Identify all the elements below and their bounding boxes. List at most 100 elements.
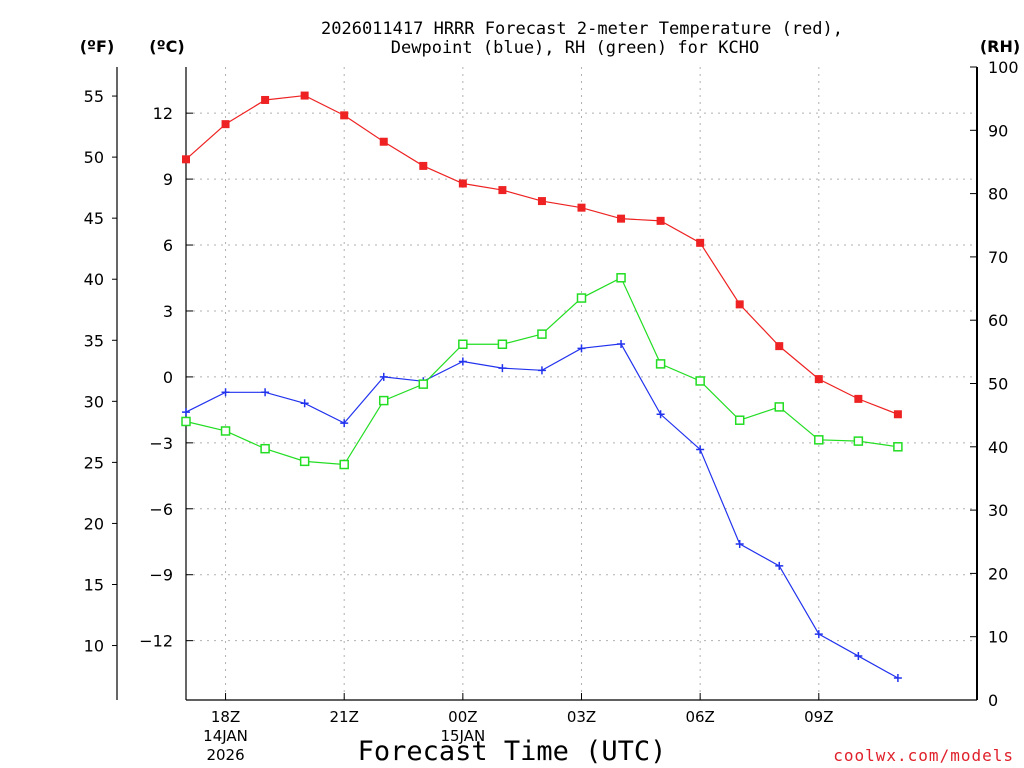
rh-tick-label: 80 — [988, 185, 1008, 204]
temperature-point — [182, 155, 190, 164]
fahrenheit-tick-label: 45 — [84, 209, 104, 228]
rh-point — [339, 459, 349, 470]
fahrenheit-tick-label: 40 — [84, 270, 104, 289]
temperature-point — [340, 111, 349, 120]
x-tick-date-label: 14JAN — [203, 727, 248, 745]
rh-tick-label: 10 — [988, 628, 1008, 647]
rh-point — [853, 436, 864, 446]
dewpoint-point — [854, 652, 863, 661]
fahrenheit-tick-label: 10 — [84, 637, 104, 656]
celsius-unit-label: (ºC) — [149, 37, 184, 56]
celsius-tick-label: −9 — [149, 566, 173, 585]
rh-series — [181, 273, 903, 470]
chart-title-line2: Dewpoint (blue), RH (green) for KCHO — [391, 38, 759, 58]
celsius-tick-label: −6 — [149, 500, 173, 519]
fahrenheit-tick-label: 55 — [84, 87, 104, 106]
dewpoint-point — [182, 408, 190, 417]
temperature-point — [696, 238, 705, 247]
fahrenheit-tick-label: 30 — [84, 392, 104, 411]
x-axis-label: Forecast Time (UTC) — [358, 736, 667, 767]
temperature-point — [537, 197, 546, 206]
fahrenheit-tick-label: 25 — [84, 453, 104, 472]
temperature-point — [814, 375, 823, 384]
dewpoint-point — [577, 344, 586, 353]
celsius-tick-label: 0 — [163, 368, 173, 387]
temperature-series — [182, 91, 902, 419]
dewpoint-point — [300, 399, 309, 408]
x-tick-label: 00Z — [448, 708, 477, 726]
celsius-tick-label: 6 — [163, 236, 173, 255]
rh-point — [616, 273, 626, 283]
temperature-point — [458, 179, 467, 188]
temperature-point — [893, 410, 902, 419]
rh-point — [537, 329, 547, 339]
temperature-point — [854, 394, 863, 403]
grid-lines — [186, 67, 977, 700]
dewpoint-point — [379, 372, 388, 381]
celsius-tick-label: 9 — [163, 170, 173, 189]
rh-point — [695, 376, 705, 386]
rh-point — [220, 426, 231, 436]
tick-labels: 129630−3−6−9−125550454035302520151010090… — [84, 58, 1019, 764]
rh-point — [497, 339, 508, 350]
rh-point — [418, 379, 429, 389]
dewpoint-point — [261, 388, 270, 397]
temperature-point — [300, 91, 309, 100]
dewpoint-point — [735, 539, 744, 548]
rh-point — [734, 415, 745, 425]
rh-tick-label: 90 — [988, 121, 1008, 140]
temperature-point — [775, 342, 784, 351]
chart-title-line1: 2026011417 HRRR Forecast 2-meter Tempera… — [321, 19, 843, 39]
dewpoint-point — [893, 674, 902, 683]
rh-point — [260, 443, 270, 454]
celsius-tick-label: 12 — [153, 104, 173, 123]
rh-point — [774, 402, 784, 412]
rh-point — [458, 339, 468, 350]
data-series — [181, 91, 903, 683]
x-tick-year-label: 2026 — [206, 746, 244, 764]
x-tick-label: 06Z — [685, 708, 714, 726]
rh-point — [379, 395, 389, 406]
rh-point — [181, 416, 191, 427]
dewpoint-point — [775, 561, 784, 570]
dewpoint-point — [498, 364, 507, 373]
x-tick-label: 21Z — [330, 708, 359, 726]
dewpoint-point — [617, 339, 626, 348]
temperature-point — [419, 161, 428, 170]
dewpoint-line — [185, 343, 899, 679]
rh-unit-label: (RH) — [980, 37, 1020, 56]
dewpoint-point — [340, 419, 349, 428]
dewpoint-point — [537, 366, 546, 375]
x-tick-label: 09Z — [804, 708, 833, 726]
dewpoint-point — [814, 630, 823, 639]
axes — [112, 66, 978, 701]
dewpoint-point — [656, 410, 665, 419]
rh-point — [655, 359, 666, 369]
temperature-point — [577, 203, 586, 212]
fahrenheit-tick-label: 50 — [84, 148, 104, 167]
celsius-tick-label: −3 — [149, 434, 173, 453]
temperature-point — [498, 186, 507, 195]
rh-tick-label: 70 — [988, 248, 1008, 267]
fahrenheit-tick-label: 20 — [84, 514, 104, 533]
celsius-tick-label: −12 — [139, 632, 173, 651]
rh-point — [893, 442, 903, 452]
fahrenheit-tick-label: 35 — [84, 331, 104, 350]
temperature-point — [221, 120, 230, 129]
temperature-point — [261, 95, 270, 104]
x-tick-label: 03Z — [567, 708, 596, 726]
fahrenheit-tick-label: 15 — [84, 575, 104, 594]
dewpoint-point — [458, 357, 467, 366]
x-tick-label: 18Z — [211, 708, 240, 726]
source-credit: coolwx.com/models — [833, 746, 1014, 765]
rh-tick-label: 100 — [988, 58, 1019, 77]
temperature-point — [735, 300, 744, 309]
fahrenheit-unit-label: (ºF) — [80, 37, 115, 56]
rh-tick-label: 60 — [988, 311, 1008, 330]
rh-tick-label: 30 — [988, 501, 1008, 520]
x-tick-date-label: 15JAN — [440, 727, 485, 745]
temperature-point — [617, 214, 626, 223]
rh-point — [576, 293, 587, 303]
temperature-point — [656, 216, 665, 225]
